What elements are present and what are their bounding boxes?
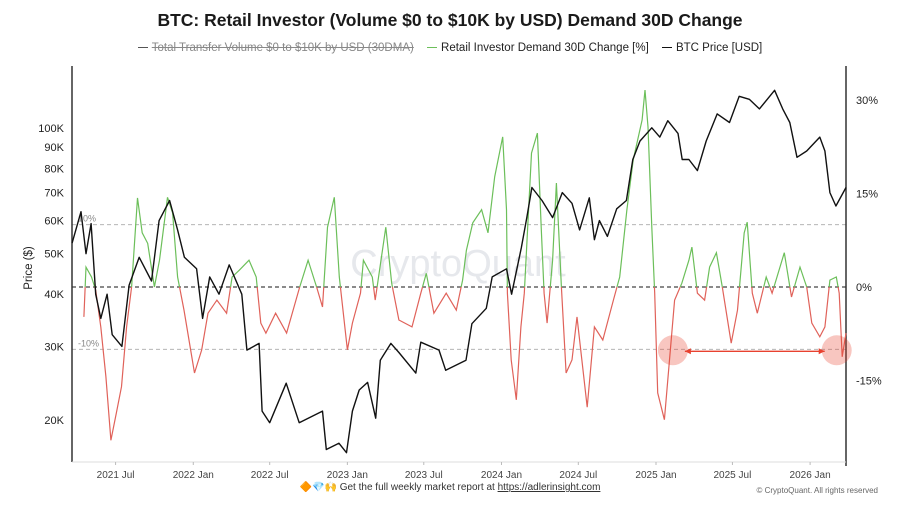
y-tick-label: 90K <box>44 142 64 154</box>
x-tick-label: 2022 Jan <box>173 470 214 480</box>
x-tick-label: 2024 Jul <box>559 470 597 480</box>
y-tick-label: 20K <box>44 415 64 427</box>
footer-text: Get the full weekly market report at <box>339 482 495 493</box>
legend-item-retail-demand[interactable]: Retail Investor Demand 30D Change [%] <box>427 42 649 54</box>
x-tick-label: 2025 Jul <box>714 470 752 480</box>
y2-tick-label: 30% <box>856 95 878 107</box>
x-tick-label: 2021 Jul <box>97 470 135 480</box>
demand-line-positive <box>84 90 839 287</box>
legend-label: Total Transfer Volume $0 to $10K by USD … <box>151 42 414 54</box>
chart-title: BTC: Retail Investor (Volume $0 to $10K … <box>157 10 743 30</box>
btc-price-line <box>71 89 847 454</box>
y-tick-label: 40K <box>44 289 64 301</box>
footer-emoji: 🔶💎🙌 <box>299 482 337 493</box>
reference-line-label: -10% <box>78 338 99 348</box>
x-tick-label: 2024 Jan <box>481 470 522 480</box>
y-tick-label: 70K <box>44 188 64 200</box>
y2-tick-label: 15% <box>856 189 878 201</box>
legend-item-btc-price[interactable]: BTC Price [USD] <box>661 42 763 54</box>
y2-tick-label: -15% <box>856 375 882 387</box>
y-tick-label: 80K <box>44 163 64 175</box>
copyright: © CryptoQuant. All rights reserved <box>756 486 879 495</box>
y-tick-label: 30K <box>44 341 64 353</box>
highlight-circle-start <box>657 335 688 366</box>
x-tick-label: 2022 Jul <box>251 470 289 480</box>
footer: 🔶💎🙌 Get the full weekly market report at… <box>0 482 900 493</box>
y-tick-label: 60K <box>44 216 64 228</box>
legend: Total Transfer Volume $0 to $10K by USD … <box>0 42 900 54</box>
legend-item-total-transfer-volume[interactable]: Total Transfer Volume $0 to $10K by USD … <box>137 42 414 54</box>
legend-label: Retail Investor Demand 30D Change [%] <box>441 42 649 54</box>
x-tick-label: 2026 Jan <box>790 470 831 480</box>
legend-swatch <box>661 47 672 49</box>
y-axis-label: Price ($) <box>23 246 35 290</box>
footer-link[interactable]: https://adlerinsight.com <box>497 482 601 493</box>
legend-swatch <box>427 47 438 49</box>
x-tick-label: 2023 Jul <box>405 470 443 480</box>
watermark: CryptoQuant <box>350 243 566 285</box>
reference-line-label: 10% <box>78 214 96 224</box>
y-tick-label: 50K <box>44 249 64 261</box>
arrowhead-right-icon <box>818 348 825 355</box>
y2-tick-label: 0% <box>856 282 872 294</box>
demand-line-negative <box>83 287 847 441</box>
legend-swatch <box>137 47 148 49</box>
x-tick-label: 2023 Jan <box>327 470 368 480</box>
legend-label: BTC Price [USD] <box>675 42 763 54</box>
y-tick-label: 100K <box>38 123 64 135</box>
highlight-circle-end <box>821 335 852 366</box>
arrowhead-left-icon <box>684 348 691 355</box>
x-tick-label: 2025 Jan <box>635 470 676 480</box>
chart-canvas: CryptoQuant 10% -10% 100K 90K 80K 70K 60K 50K 4… <box>23 66 882 480</box>
